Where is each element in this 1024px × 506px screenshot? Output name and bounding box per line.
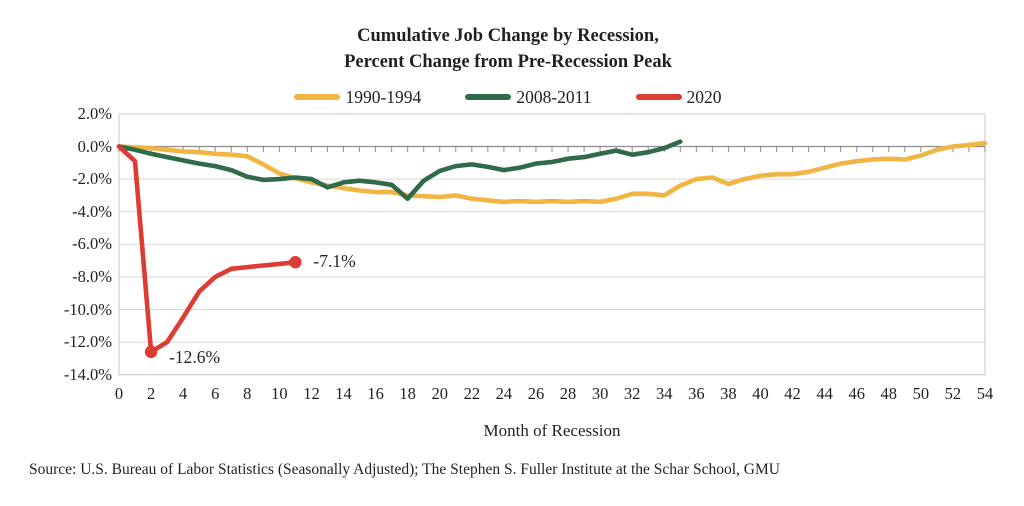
y-tick-label: -4.0%: [72, 201, 112, 221]
data-label: -7.1%: [313, 251, 355, 271]
legend-label: 2020: [686, 87, 722, 107]
x-tick-label: 36: [688, 384, 705, 403]
y-tick-label: -12.0%: [63, 332, 112, 352]
x-tick-label: 28: [559, 384, 577, 403]
x-tick-label: 44: [816, 384, 833, 403]
legend-item-2020: 2020: [635, 87, 722, 107]
series-line-1990-1994: [116, 140, 988, 205]
series-line-2008-2011: [116, 139, 683, 201]
y-tick-label: -14.0%: [63, 364, 112, 384]
legend-item-2008-2011: 2008-2011: [465, 87, 592, 107]
x-tick-label: 4: [179, 384, 188, 403]
chart-title-line1: Cumulative Job Change by Recession,: [357, 26, 659, 46]
chart-title: Cumulative Job Change by Recession, Perc…: [0, 24, 1016, 75]
chart-legend: 1990-1994 2008-2011 2020: [0, 86, 1016, 108]
y-tick-label: -2.0%: [72, 169, 112, 189]
x-tick-label: 42: [784, 384, 801, 403]
x-tick-label: 24: [495, 384, 513, 403]
legend-swatch-icon: [465, 94, 512, 100]
series-line-2020: [116, 144, 298, 355]
chart-title-line2: Percent Change from Pre-Recession Peak: [344, 51, 672, 72]
x-tick-label: 10: [271, 384, 288, 403]
x-tick-label: 16: [367, 384, 384, 403]
x-tick-label: 20: [431, 384, 448, 403]
y-tick-label: 2.0%: [77, 103, 112, 123]
x-tick-label: 14: [335, 384, 352, 403]
x-tick-label: 12: [303, 384, 320, 403]
x-tick-label: 46: [848, 384, 865, 403]
y-tick-label: -10.0%: [63, 299, 112, 319]
x-tick-label: 22: [463, 384, 481, 403]
data-point-marker: [289, 256, 302, 269]
data-point-marker: [144, 345, 158, 359]
data-label: -12.6%: [169, 347, 220, 367]
x-tick-label: 6: [211, 384, 220, 403]
x-tick-label: 30: [591, 384, 609, 403]
x-tick-label: 54: [976, 384, 994, 403]
source-note: Source: U.S. Bureau of Labor Statistics …: [29, 461, 780, 478]
x-tick-label: 32: [623, 384, 641, 403]
y-tick-label: 0.0%: [77, 136, 112, 156]
legend-label: 2008-2011: [516, 87, 592, 107]
x-axis-title: Month of Recession: [483, 421, 621, 440]
x-tick-label: 38: [720, 384, 737, 403]
x-tick-label: 52: [944, 384, 962, 403]
x-tick-label: 48: [880, 384, 898, 403]
x-tick-label: 0: [114, 384, 124, 403]
x-tick-label: 8: [243, 384, 252, 403]
legend-item-1990-1994: 1990-1994: [294, 87, 421, 107]
x-tick-label: 26: [527, 384, 545, 403]
x-tick-label: 50: [912, 384, 930, 403]
legend-swatch-icon: [294, 94, 341, 100]
legend-label: 1990-1994: [345, 87, 422, 107]
legend-swatch-icon: [635, 94, 682, 100]
x-tick-label: 18: [399, 384, 416, 403]
y-tick-label: -8.0%: [72, 266, 112, 286]
x-tick-label: 2: [146, 384, 156, 403]
x-tick-label: 34: [656, 384, 673, 403]
y-tick-label: -6.0%: [72, 234, 112, 254]
x-tick-label: 40: [752, 384, 769, 403]
